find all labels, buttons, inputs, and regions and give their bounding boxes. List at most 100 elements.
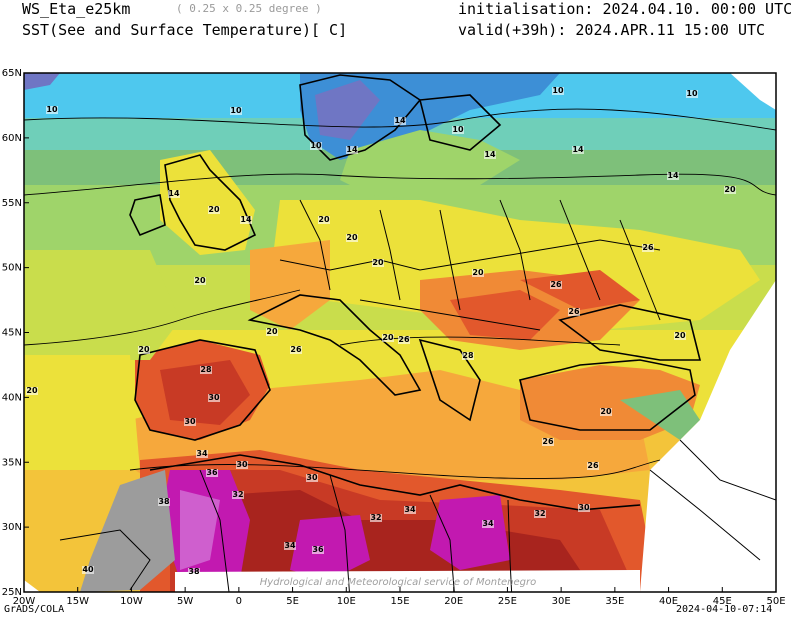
contour-label-bg: [184, 418, 196, 426]
model-name: WS_Eta_e25km: [22, 0, 131, 18]
lon-label: 5W: [177, 596, 193, 607]
contour-label: 14: [484, 150, 496, 159]
contour-label: 10: [552, 86, 564, 95]
lon-label: 20E: [444, 596, 463, 607]
contour-label: 32: [534, 509, 545, 518]
contour-label: 20: [382, 333, 394, 342]
contour-label-bg: [138, 346, 150, 354]
lon-label: 10W: [120, 596, 143, 607]
contour-label: 20: [600, 407, 612, 416]
contour-label-bg: [552, 87, 564, 95]
contour-label-bg: [674, 332, 686, 340]
lat-label: 35N: [2, 457, 22, 468]
contour-label-bg: [232, 491, 244, 499]
contour-label-bg: [472, 269, 484, 277]
contour-label: 20: [26, 386, 38, 395]
axis-ticks: 20W 15W 10W 5W 0 5E 10E 15E 20E 25E 30E 35E 40E 45E 50…: [2, 68, 786, 607]
contour-label-bg: [158, 498, 170, 506]
contour-label: 30: [578, 503, 590, 512]
software-credit: GrADS/COLA: [4, 604, 65, 615]
contour-label: 14: [572, 145, 584, 154]
contour-label: 10: [230, 106, 242, 115]
contour-label-bg: [642, 244, 654, 252]
contour-label: 14: [346, 145, 358, 154]
contour-label: 10: [46, 105, 58, 114]
contour-label-bg: [382, 334, 394, 342]
contour-label: 26: [290, 345, 302, 354]
contour-label: 30: [306, 473, 318, 482]
contour-label-bg: [578, 504, 590, 512]
contour-label-bg: [587, 462, 599, 470]
grid-resolution: ( 0.25 x 0.25 degree ): [176, 2, 322, 15]
coastlines: [129, 74, 702, 511]
lon-label: 15E: [390, 596, 409, 607]
contour-label: 26: [568, 307, 580, 316]
contour-label: 20: [138, 345, 150, 354]
variable-title: SST(See and Surface Temperature)[ C]: [22, 21, 348, 39]
initialisation-time: initialisation: 2024.04.10. 00:00 UTC: [458, 0, 793, 18]
contour-label: 38: [158, 497, 170, 506]
contour-label-bg: [372, 259, 384, 267]
contour-label-bg: [230, 107, 242, 115]
contour-label-bg: [346, 146, 358, 154]
lon-label: 0: [236, 596, 242, 607]
contour-label-bg: [600, 408, 612, 416]
lon-label: 30E: [552, 596, 571, 607]
contour-label-bg: [462, 352, 474, 360]
lat-label: 50N: [2, 263, 22, 274]
contour-label: 32: [232, 490, 243, 499]
contour-label-bg: [310, 142, 322, 150]
isotherms: [24, 108, 776, 479]
contour-label-bg: [200, 366, 212, 374]
contour-label: 40: [82, 565, 94, 574]
contour-label: 14: [394, 116, 406, 125]
contour-labels: 10 10 10 10 10 10 14 14 14 14 14 14 14 20 20 20 20 20 20 20…: [26, 86, 736, 576]
contour-label: 10: [310, 141, 322, 150]
lon-label: 25E: [498, 596, 517, 607]
contour-label: 34: [284, 541, 296, 550]
contour-label: 14: [667, 171, 679, 180]
contour-label-bg: [452, 126, 464, 134]
contour-label-bg: [194, 277, 206, 285]
contour-label: 30: [236, 460, 248, 469]
contour-label-bg: [82, 566, 94, 574]
contour-label-bg: [290, 346, 302, 354]
contour-label-bg: [312, 546, 324, 554]
contour-label: 36: [312, 545, 324, 554]
contour-label: 26: [642, 243, 654, 252]
contour-label: 20: [372, 258, 384, 267]
contour-label: 20: [194, 276, 206, 285]
generation-timestamp: 2024-04-10-07:14: [676, 604, 773, 615]
contour-label: 34: [196, 449, 208, 458]
lat-label: 60N: [2, 133, 22, 144]
lon-label: 35E: [605, 596, 624, 607]
contour-label: 20: [724, 185, 736, 194]
contour-label-bg: [724, 186, 736, 194]
contour-label: 34: [404, 505, 416, 514]
contour-label-bg: [306, 474, 318, 482]
lat-label: 25N: [2, 587, 22, 598]
contour-label-bg: [482, 520, 494, 528]
contour-label-bg: [46, 106, 58, 114]
contour-label: 20: [472, 268, 484, 277]
country-borders: [59, 199, 776, 592]
contour-label: 28: [200, 365, 212, 374]
contour-label-bg: [188, 568, 200, 576]
contour-label-bg: [370, 514, 382, 522]
contour-label: 14: [168, 189, 180, 198]
contour-label-bg: [236, 461, 248, 469]
lat-label: 65N: [2, 68, 22, 79]
contour-label: 20: [266, 327, 278, 336]
contour-label-bg: [208, 394, 220, 402]
contour-label: 30: [208, 393, 220, 402]
contour-label-bg: [206, 469, 218, 477]
contour-label: 10: [452, 125, 464, 134]
contour-label-bg: [534, 510, 546, 518]
contour-label: 26: [587, 461, 599, 470]
contour-label-bg: [240, 216, 252, 224]
contour-label: 30: [184, 417, 196, 426]
contour-label: 26: [398, 335, 410, 344]
contour-label: 20: [346, 233, 358, 242]
contour-label-bg: [398, 336, 410, 344]
